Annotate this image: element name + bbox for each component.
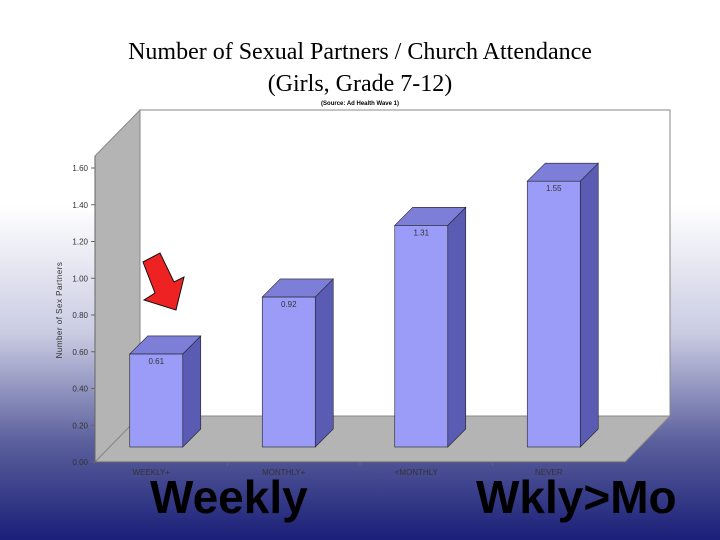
data-label: 0.61 [148,357,164,366]
bar-weekly: 0.61 [129,335,202,448]
x-tick-label: WEEKLY+ [133,468,171,477]
title-line-1: Number of Sexual Partners / Church Atten… [128,39,592,65]
bar-side [314,278,334,448]
data-label: 1.55 [546,184,562,193]
chart-title: Number of Sexual Partners / Church Atten… [0,36,720,100]
bar [129,353,184,448]
bar [394,224,449,448]
bar [526,180,581,448]
title-line-2: (Girls, Grade 7-12) [267,71,453,97]
data-label: 1.31 [413,228,429,237]
bar-never: 1.55 [526,162,599,448]
y-tick-label: 0.40 [72,385,88,394]
arrow-icon [142,252,185,311]
bar-monthly: 1.31 [394,206,467,448]
y-tick-label: 0.60 [72,348,88,357]
y-tick-label: 1.00 [72,274,88,283]
annotation-weekly: Weekly [150,471,308,523]
bar-top [129,335,202,355]
source-note: (Source: Ad Health Wave 1) [321,101,399,107]
bar-side [447,206,467,448]
bar-side [579,162,599,448]
data-label: 0.92 [281,300,297,309]
bar-top [526,162,599,182]
y-tick-label: 1.40 [72,201,88,210]
x-tick-label: <MONTHLY [395,468,439,477]
x-tick-label: NEVER [535,468,563,477]
y-tick-label: 0.20 [72,421,88,430]
bar [261,296,316,448]
annotation-wkly-mo: Wkly>Mo [476,471,677,523]
x-tick-label: MONTHLY+ [262,468,306,477]
bar-top [261,278,334,298]
bar-monthly: 0.92 [261,278,334,448]
y-axis-label: Number of Sex Partners [55,262,64,359]
y-tick-label: 0.00 [72,458,88,467]
y-tick-label: 1.60 [72,164,88,173]
y-tick-label: 1.20 [72,238,88,247]
bar-top [394,206,467,226]
bar-side [182,335,202,448]
y-tick-label: 0.80 [72,311,88,320]
